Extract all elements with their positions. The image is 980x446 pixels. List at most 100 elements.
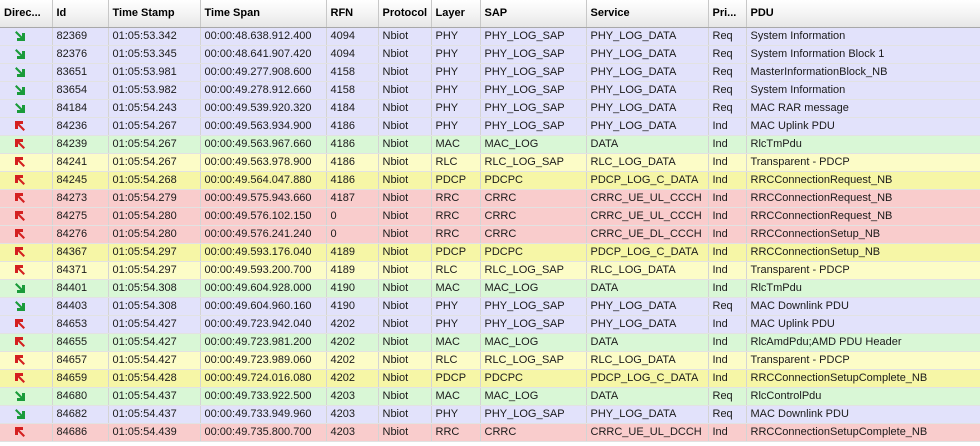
protocol-cell: Nbiot <box>378 153 432 172</box>
table-row[interactable]: 84236 01:05:54.267 00:00:49.563.934.900 418… <box>0 117 980 136</box>
table-row[interactable]: 84686 01:05:54.439 00:00:49.735.800.700 420… <box>0 423 980 442</box>
time-stamp-cell: 01:05:54.437 <box>108 387 201 406</box>
up-arrow-icon <box>15 228 25 239</box>
direction-cell <box>0 351 53 370</box>
service-cell: PHY_LOG_DATA <box>586 297 709 316</box>
table-row[interactable]: 84371 01:05:54.297 00:00:49.593.200.700 418… <box>0 261 980 280</box>
time-span-cell: 00:00:49.723.989.060 <box>200 351 327 370</box>
time-span-cell: 00:00:49.733.949.960 <box>200 405 327 424</box>
column-header-time-stamp[interactable]: Time Stamp <box>108 0 201 28</box>
layer-cell: MAC <box>431 387 481 406</box>
priority-cell: Ind <box>708 189 747 208</box>
pdu-cell: MAC Downlink PDU <box>746 405 980 424</box>
layer-cell: RLC <box>431 153 481 172</box>
direction-cell <box>0 387 53 406</box>
priority-cell: Ind <box>708 171 747 190</box>
rfn-cell: 4186 <box>326 117 379 136</box>
table-row[interactable]: 83654 01:05:53.982 00:00:49.278.912.660 415… <box>0 81 980 100</box>
up-arrow-icon <box>15 192 25 203</box>
table-row[interactable]: 84241 01:05:54.267 00:00:49.563.978.900 418… <box>0 153 980 172</box>
table-row[interactable]: 84657 01:05:54.427 00:00:49.723.989.060 420… <box>0 351 980 370</box>
sap-cell: RLC_LOG_SAP <box>480 351 587 370</box>
time-stamp-cell: 01:05:54.439 <box>108 423 201 442</box>
pdu-cell: RRCConnectionSetupComplete_NB <box>746 369 980 388</box>
direction-cell <box>0 297 53 316</box>
column-header-id[interactable]: Id <box>52 0 109 28</box>
priority-cell: Ind <box>708 153 747 172</box>
pdu-cell: RRCConnectionSetupComplete_NB <box>746 423 980 442</box>
column-header-direction[interactable]: Direc... <box>0 0 53 28</box>
direction-cell <box>0 99 53 118</box>
table-row[interactable]: 83651 01:05:53.981 00:00:49.277.908.600 415… <box>0 63 980 82</box>
column-header-pdu[interactable]: PDU <box>746 0 980 28</box>
priority-cell: Req <box>708 81 747 100</box>
table-row[interactable]: 82376 01:05:53.345 00:00:48.641.907.420 409… <box>0 45 980 64</box>
priority-cell: Ind <box>708 369 747 388</box>
table-row[interactable]: 84239 01:05:54.267 00:00:49.563.967.660 418… <box>0 135 980 154</box>
pdu-cell: MasterInformationBlock_NB <box>746 63 980 82</box>
column-header-rfn[interactable]: RFN <box>326 0 379 28</box>
message-id-cell: 83654 <box>52 81 109 100</box>
message-id-cell: 84659 <box>52 369 109 388</box>
layer-cell: RRC <box>431 207 481 226</box>
column-header-layer[interactable]: Layer <box>431 0 481 28</box>
pdu-cell: System Information Block 1 <box>746 45 980 64</box>
layer-cell: RLC <box>431 261 481 280</box>
message-id-cell: 84276 <box>52 225 109 244</box>
table-row[interactable]: 84367 01:05:54.297 00:00:49.593.176.040 418… <box>0 243 980 262</box>
layer-cell: PHY <box>431 297 481 316</box>
pdu-cell: RlcControlPdu <box>746 387 980 406</box>
table-row[interactable]: 84276 01:05:54.280 00:00:49.576.241.240 0 Nb… <box>0 225 980 244</box>
time-span-cell: 00:00:49.604.960.160 <box>200 297 327 316</box>
protocol-cell: Nbiot <box>378 45 432 64</box>
column-header-time-span[interactable]: Time Span <box>200 0 327 28</box>
down-arrow-icon <box>15 30 25 41</box>
column-header-protocol[interactable]: Protocol <box>378 0 432 28</box>
sap-cell: CRRC <box>480 225 587 244</box>
rfn-cell: 0 <box>326 207 379 226</box>
column-header-priority[interactable]: Pri... <box>708 0 747 28</box>
table-row[interactable]: 84659 01:05:54.428 00:00:49.724.016.080 420… <box>0 369 980 388</box>
message-id-cell: 84236 <box>52 117 109 136</box>
layer-cell: RLC <box>431 351 481 370</box>
up-arrow-icon <box>15 264 25 275</box>
column-header-sap[interactable]: SAP <box>480 0 587 28</box>
direction-cell <box>0 117 53 136</box>
protocol-cell: Nbiot <box>378 279 432 298</box>
rfn-cell: 4203 <box>326 405 379 424</box>
rfn-cell: 4186 <box>326 135 379 154</box>
table-row[interactable]: 84401 01:05:54.308 00:00:49.604.928.000 419… <box>0 279 980 298</box>
message-id-cell: 84239 <box>52 135 109 154</box>
table-row[interactable]: 84245 01:05:54.268 00:00:49.564.047.880 418… <box>0 171 980 190</box>
rfn-cell: 0 <box>326 225 379 244</box>
protocol-cell: Nbiot <box>378 243 432 262</box>
message-id-cell: 82369 <box>52 27 109 46</box>
down-arrow-icon <box>15 84 25 95</box>
protocol-cell: Nbiot <box>378 315 432 334</box>
priority-cell: Ind <box>708 315 747 334</box>
table-row[interactable]: 84653 01:05:54.427 00:00:49.723.942.040 420… <box>0 315 980 334</box>
pdu-cell: System Information <box>746 27 980 46</box>
table-row[interactable]: 84655 01:05:54.427 00:00:49.723.981.200 420… <box>0 333 980 352</box>
protocol-cell: Nbiot <box>378 117 432 136</box>
column-header-service[interactable]: Service <box>586 0 709 28</box>
pdu-cell: RlcTmPdu <box>746 135 980 154</box>
rfn-cell: 4202 <box>326 315 379 334</box>
rfn-cell: 4202 <box>326 333 379 352</box>
table-row[interactable]: 82369 01:05:53.342 00:00:48.638.912.400 409… <box>0 27 980 46</box>
protocol-cell: Nbiot <box>378 351 432 370</box>
time-stamp-cell: 01:05:54.437 <box>108 405 201 424</box>
priority-cell: Req <box>708 297 747 316</box>
message-id-cell: 84682 <box>52 405 109 424</box>
table-row[interactable]: 84184 01:05:54.243 00:00:49.539.920.320 418… <box>0 99 980 118</box>
table-row[interactable]: 84680 01:05:54.437 00:00:49.733.922.500 420… <box>0 387 980 406</box>
pdu-cell: RRCConnectionSetup_NB <box>746 225 980 244</box>
rfn-cell: 4094 <box>326 45 379 64</box>
table-row[interactable]: 84682 01:05:54.437 00:00:49.733.949.960 420… <box>0 405 980 424</box>
table-row[interactable]: 84275 01:05:54.280 00:00:49.576.102.150 0 Nb… <box>0 207 980 226</box>
table-row[interactable]: 84403 01:05:54.308 00:00:49.604.960.160 419… <box>0 297 980 316</box>
rfn-cell: 4202 <box>326 351 379 370</box>
time-stamp-cell: 01:05:54.297 <box>108 261 201 280</box>
table-row[interactable]: 84273 01:05:54.279 00:00:49.575.943.660 418… <box>0 189 980 208</box>
rfn-cell: 4189 <box>326 243 379 262</box>
